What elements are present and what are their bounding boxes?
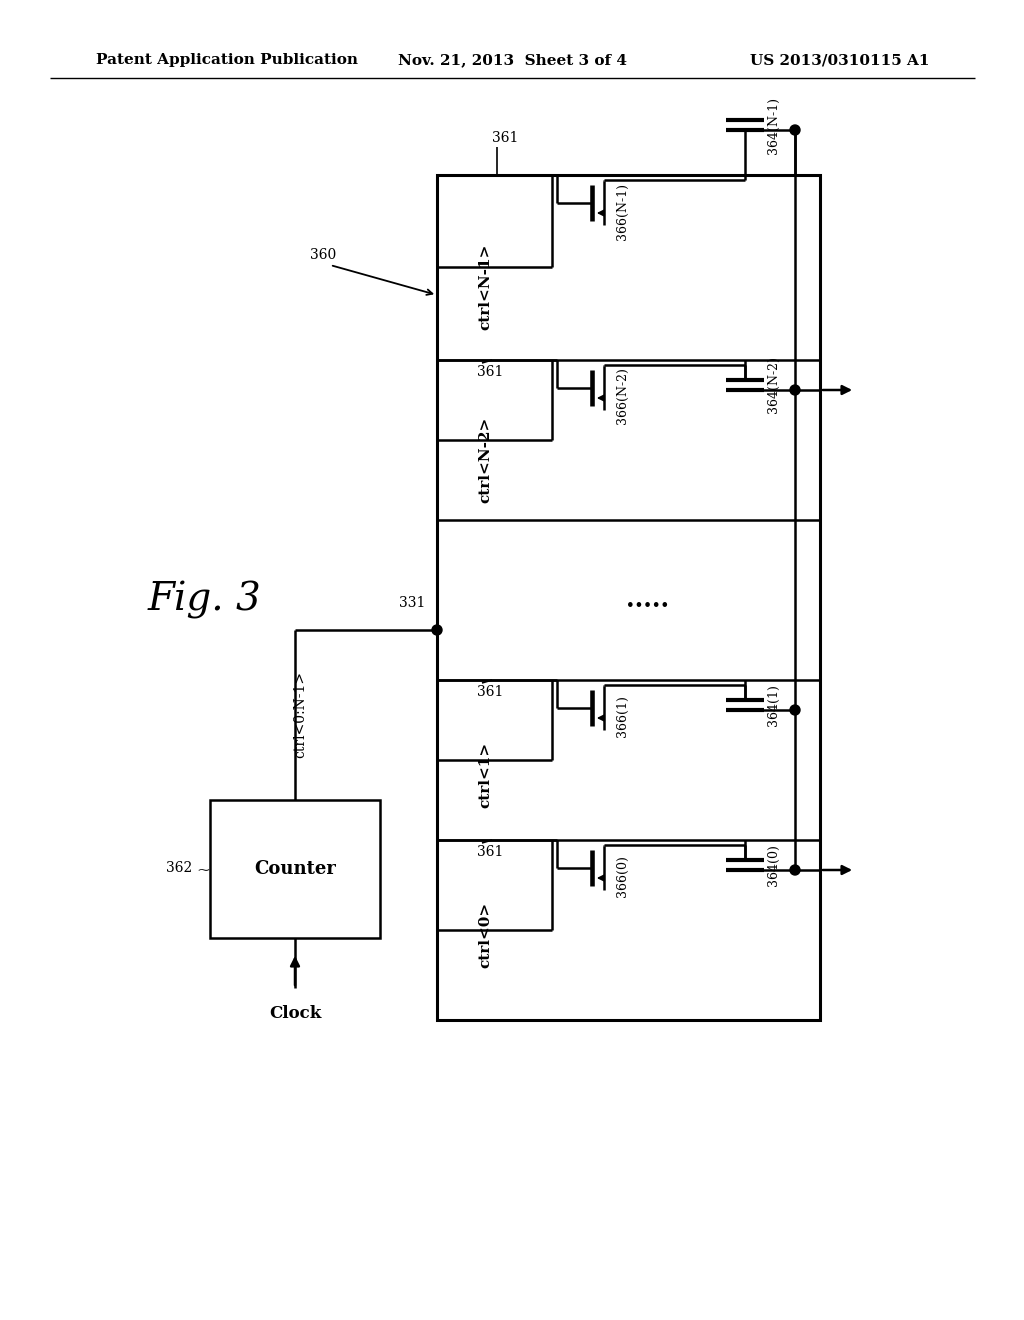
Circle shape — [790, 125, 800, 135]
Text: ctrl<1>: ctrl<1> — [478, 742, 492, 808]
Text: 361: 361 — [477, 685, 504, 700]
Text: Nov. 21, 2013  Sheet 3 of 4: Nov. 21, 2013 Sheet 3 of 4 — [397, 53, 627, 67]
Text: Counter: Counter — [254, 861, 336, 878]
Bar — [437, 176, 820, 1020]
Text: 366(N-1): 366(N-1) — [616, 182, 629, 239]
Text: 366(N-2): 366(N-2) — [616, 367, 629, 425]
Text: ~: ~ — [196, 862, 210, 879]
Text: ctrl<N-2>: ctrl<N-2> — [478, 417, 492, 503]
Text: 366(1): 366(1) — [616, 696, 629, 737]
Text: Clock: Clock — [269, 1005, 322, 1022]
Text: 331: 331 — [398, 597, 425, 610]
Circle shape — [790, 385, 800, 395]
Text: 364(N-2): 364(N-2) — [767, 356, 780, 413]
Circle shape — [790, 865, 800, 875]
Bar — [210, 800, 380, 939]
Text: 364(1): 364(1) — [767, 684, 780, 726]
Text: 361: 361 — [492, 131, 518, 145]
Text: ctrl<0:N-1>: ctrl<0:N-1> — [293, 672, 307, 759]
Text: Fig. 3: Fig. 3 — [148, 581, 262, 619]
Text: 361: 361 — [477, 366, 504, 379]
Text: 364(0): 364(0) — [767, 843, 780, 886]
Text: US 2013/0310115 A1: US 2013/0310115 A1 — [751, 53, 930, 67]
Circle shape — [432, 624, 442, 635]
Text: .....: ..... — [627, 587, 670, 612]
Text: ctrl<0>: ctrl<0> — [478, 902, 492, 968]
Text: Patent Application Publication: Patent Application Publication — [96, 53, 358, 67]
Text: 362: 362 — [166, 861, 193, 875]
Text: 364(N-1): 364(N-1) — [767, 96, 780, 153]
Text: ctrl<N-1>: ctrl<N-1> — [478, 244, 492, 330]
Text: 360: 360 — [310, 248, 336, 261]
Circle shape — [790, 705, 800, 715]
Text: 366(0): 366(0) — [616, 855, 629, 896]
Text: 361: 361 — [477, 845, 504, 859]
